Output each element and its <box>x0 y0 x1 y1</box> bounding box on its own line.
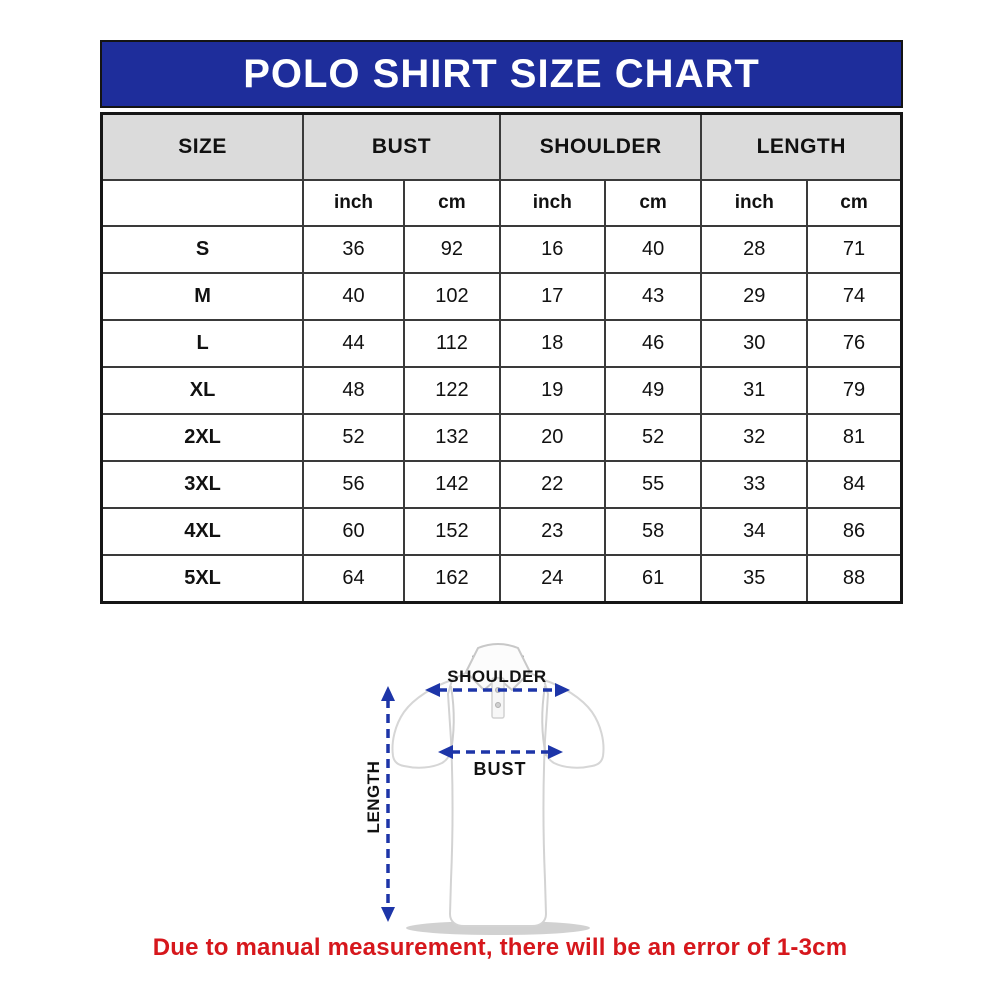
value-cell: 43 <box>603 272 703 321</box>
value-cell: 17 <box>498 272 606 321</box>
size-cell: S <box>100 225 305 274</box>
value-cell: 40 <box>302 272 405 321</box>
table-row: 4XL 60 152 23 58 34 86 <box>100 507 903 556</box>
value-cell: 19 <box>498 366 606 415</box>
column-header-size: SIZE <box>100 112 305 181</box>
value-cell: 20 <box>498 413 606 462</box>
column-header-bust: BUST <box>302 112 501 181</box>
empty-cell <box>100 179 305 227</box>
value-cell: 112 <box>402 319 501 368</box>
value-cell: 24 <box>498 554 606 604</box>
value-cell: 52 <box>603 413 703 462</box>
size-cell: 2XL <box>100 413 305 462</box>
value-cell: 32 <box>700 413 809 462</box>
table-row: L 44 112 18 46 30 76 <box>100 319 903 368</box>
table-row: M 40 102 17 43 29 74 <box>100 272 903 321</box>
unit-cell: inch <box>700 179 809 227</box>
unit-cell: cm <box>603 179 703 227</box>
size-cell: 3XL <box>100 460 305 509</box>
unit-cell: cm <box>806 179 903 227</box>
value-cell: 79 <box>806 366 903 415</box>
column-header-length: LENGTH <box>700 112 903 181</box>
value-cell: 84 <box>806 460 903 509</box>
size-cell: 4XL <box>100 507 305 556</box>
value-cell: 92 <box>402 225 501 274</box>
value-cell: 48 <box>302 366 405 415</box>
bust-arrow <box>438 745 563 759</box>
length-arrow <box>381 686 395 922</box>
value-cell: 33 <box>700 460 809 509</box>
size-cell: XL <box>100 366 305 415</box>
measurement-diagram: SHOULDER BUST LENGTH <box>364 643 605 935</box>
size-chart-table: SIZE BUST SHOULDER LENGTH inch cm inch c… <box>100 112 903 604</box>
value-cell: 40 <box>603 225 703 274</box>
value-cell: 34 <box>700 507 809 556</box>
unit-cell: cm <box>402 179 501 227</box>
button <box>495 702 501 708</box>
table-row: 3XL 56 142 22 55 33 84 <box>100 460 903 509</box>
measurement-disclaimer: Due to manual measurement, there will be… <box>152 934 848 961</box>
value-cell: 16 <box>498 225 606 274</box>
shoulder-label: SHOULDER <box>447 667 546 686</box>
value-cell: 76 <box>806 319 903 368</box>
value-cell: 142 <box>402 460 501 509</box>
value-cell: 29 <box>700 272 809 321</box>
value-cell: 56 <box>302 460 405 509</box>
value-cell: 74 <box>806 272 903 321</box>
table-header-row: SIZE BUST SHOULDER LENGTH <box>100 112 903 181</box>
value-cell: 64 <box>302 554 405 604</box>
value-cell: 71 <box>806 225 903 274</box>
value-cell: 81 <box>806 413 903 462</box>
value-cell: 55 <box>603 460 703 509</box>
value-cell: 49 <box>603 366 703 415</box>
value-cell: 28 <box>700 225 809 274</box>
value-cell: 162 <box>402 554 501 604</box>
value-cell: 60 <box>302 507 405 556</box>
value-cell: 46 <box>603 319 703 368</box>
shirt-shadow <box>406 921 590 935</box>
value-cell: 23 <box>498 507 606 556</box>
size-cell: M <box>100 272 305 321</box>
shoulder-arrow <box>425 683 570 697</box>
page-title: POLO SHIRT SIZE CHART <box>243 51 760 96</box>
value-cell: 35 <box>700 554 809 604</box>
unit-cell: inch <box>302 179 405 227</box>
value-cell: 52 <box>302 413 405 462</box>
value-cell: 88 <box>806 554 903 604</box>
value-cell: 30 <box>700 319 809 368</box>
value-cell: 44 <box>302 319 405 368</box>
title-banner: POLO SHIRT SIZE CHART <box>100 40 903 108</box>
polo-shirt-illustration <box>391 643 605 927</box>
value-cell: 122 <box>402 366 501 415</box>
value-cell: 18 <box>498 319 606 368</box>
value-cell: 102 <box>402 272 501 321</box>
value-cell: 132 <box>402 413 501 462</box>
bust-label: BUST <box>474 759 527 779</box>
value-cell: 61 <box>603 554 703 604</box>
value-cell: 86 <box>806 507 903 556</box>
value-cell: 36 <box>302 225 405 274</box>
value-cell: 31 <box>700 366 809 415</box>
value-cell: 58 <box>603 507 703 556</box>
table-row: XL 48 122 19 49 31 79 <box>100 366 903 415</box>
column-header-shoulder: SHOULDER <box>498 112 703 181</box>
unit-cell: inch <box>498 179 606 227</box>
length-label: LENGTH <box>364 761 383 834</box>
size-cell: 5XL <box>100 554 305 604</box>
value-cell: 152 <box>402 507 501 556</box>
value-cell: 22 <box>498 460 606 509</box>
table-row: 5XL 64 162 24 61 35 88 <box>100 554 903 604</box>
table-row: 2XL 52 132 20 52 32 81 <box>100 413 903 462</box>
table-row: S 36 92 16 40 28 71 <box>100 225 903 274</box>
size-cell: L <box>100 319 305 368</box>
table-unit-row: inch cm inch cm inch cm <box>100 179 903 227</box>
